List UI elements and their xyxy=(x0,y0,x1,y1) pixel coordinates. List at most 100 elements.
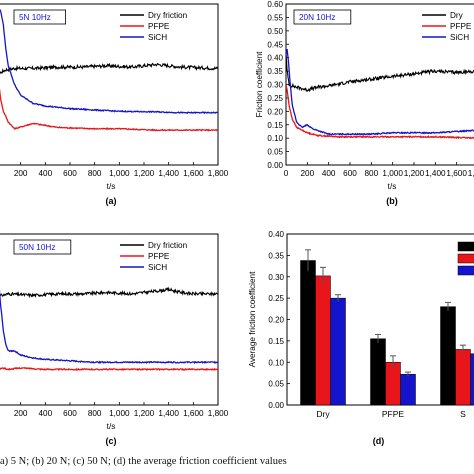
y-axis-label: Friction coefficient xyxy=(255,51,264,118)
plot-frame xyxy=(0,233,219,406)
figure-caption: a) 5 N; (b) 20 N; (c) 50 N; (d) the aver… xyxy=(0,456,287,467)
y-tick-label: 0.20 xyxy=(267,107,283,116)
bar xyxy=(370,338,386,406)
x-tick-label: 1,200 xyxy=(134,409,155,418)
x-tick-label: 1,400 xyxy=(158,409,179,418)
x-tick-label: 400 xyxy=(38,409,52,418)
x-tick-label: 1,800 xyxy=(208,169,229,178)
bar xyxy=(315,275,331,406)
x-axis-label: t/s xyxy=(107,182,116,191)
y-tick-label: 0.05 xyxy=(267,148,283,157)
series-line-pfpe xyxy=(286,84,474,140)
series-line-pfpe xyxy=(0,88,218,132)
x-tick-label: 200 xyxy=(14,409,28,418)
panel-d-chart: 0.00 0.05 0.10 0.15 0.20 0.25 0.30 0.35 0.40 Aver… xyxy=(248,230,474,446)
y-tick-label: 0.20 xyxy=(268,316,284,325)
legend-label: SiCH xyxy=(450,33,469,42)
legend-swatch xyxy=(457,265,474,276)
panel-label: (b) xyxy=(386,196,398,206)
x-tick-label: 1,200 xyxy=(404,169,425,178)
legend-label: Dry friction xyxy=(148,11,188,20)
series-line-dry xyxy=(286,53,474,92)
y-tick-label: 0.40 xyxy=(267,54,283,63)
x-tick-label: 1,800 xyxy=(208,409,229,418)
y-tick-label: 0.30 xyxy=(267,81,283,90)
panel-label: (d) xyxy=(373,436,385,446)
x-axis-label: t/s xyxy=(388,182,397,191)
x-tick-label: 1,200 xyxy=(134,169,155,178)
y-tick-label: 0.40 xyxy=(268,230,284,239)
x-tick-label: 800 xyxy=(88,409,102,418)
x-tick-label: 600 xyxy=(63,409,77,418)
x-tick-label: Dry xyxy=(316,409,330,419)
x-tick-label: 600 xyxy=(63,169,77,178)
legend-label: Dry friction xyxy=(148,241,188,250)
x-axis-label: t/s xyxy=(107,422,116,431)
plot-frame xyxy=(0,3,219,166)
y-tick-label: 0.50 xyxy=(267,27,283,36)
x-tick-label: 400 xyxy=(38,169,52,178)
x-tick-label: 200 xyxy=(300,169,314,178)
y-tick-label: 0.45 xyxy=(267,40,283,49)
legend-label: Dry xyxy=(450,11,464,20)
series-line-dry-friction xyxy=(0,286,218,299)
condition-box xyxy=(293,9,352,25)
x-tick-label: 400 xyxy=(322,169,336,178)
series-line-sich xyxy=(0,9,218,115)
y-tick-label: 0.55 xyxy=(267,13,283,22)
condition-box xyxy=(13,9,66,25)
legend-label: PFPE xyxy=(148,252,170,261)
y-tick-label: 0.15 xyxy=(267,121,283,130)
legend-label: PFPE xyxy=(450,22,472,31)
legend-label: PFPE xyxy=(148,22,170,31)
legend-label: SiCH xyxy=(148,33,167,42)
panel-label: (a) xyxy=(106,196,117,206)
x-tick-label: PFPE xyxy=(382,409,405,419)
series-line-pfpe xyxy=(0,366,218,372)
y-tick-label: 0.25 xyxy=(268,294,284,303)
bar xyxy=(470,353,474,406)
y-tick-label: 0.00 xyxy=(267,161,283,170)
legend-swatch xyxy=(457,241,474,252)
y-tick-label: 0.25 xyxy=(267,94,283,103)
y-tick-label: 0.30 xyxy=(268,273,284,282)
x-tick-label: 1,000 xyxy=(382,169,403,178)
bar xyxy=(400,373,416,406)
panel-a-chart: 200 400 600 800 1,000 1,200 1,400 1,600 1,800 t/s… xyxy=(0,3,229,206)
x-tick-label: 1,000 xyxy=(109,409,130,418)
legend-label: SiCH xyxy=(148,263,167,272)
x-tick-label: 1,400 xyxy=(425,169,446,178)
condition-label: 50N 10Hz xyxy=(19,243,55,252)
x-tick-label: 1,600 xyxy=(446,169,467,178)
x-tick-label: 800 xyxy=(88,169,102,178)
x-tick-label: 1,600 xyxy=(183,169,204,178)
condition-label: 20N 10Hz xyxy=(299,13,335,22)
x-tick-label: 200 xyxy=(14,169,28,178)
bar xyxy=(330,297,346,406)
series-line-sich xyxy=(286,48,474,136)
x-tick-label: 1,400 xyxy=(158,169,179,178)
x-tick-label: 1,600 xyxy=(183,409,204,418)
y-tick-label: 0.60 xyxy=(267,0,283,9)
y-tick-label: 0.05 xyxy=(268,380,284,389)
y-tick-label: 0.35 xyxy=(267,67,283,76)
legend-swatch xyxy=(457,253,474,264)
condition-box xyxy=(13,239,72,255)
series-line-dry-friction xyxy=(0,62,218,75)
y-axis-label: Average friction coefficient xyxy=(248,271,257,367)
y-tick-label: 0.00 xyxy=(268,401,284,410)
y-tick-label: 0.15 xyxy=(268,337,284,346)
bar xyxy=(440,306,456,406)
y-tick-label: 0.10 xyxy=(268,358,284,367)
y-tick-label: 0.35 xyxy=(268,251,284,260)
bar xyxy=(455,349,471,406)
panel-label: (c) xyxy=(106,436,117,446)
condition-label: 5N 10Hz xyxy=(19,13,51,22)
x-tick-label: 1,800 xyxy=(468,169,474,178)
series-line-sich xyxy=(0,289,218,365)
x-tick-label: S xyxy=(460,409,466,419)
bar xyxy=(300,260,316,406)
x-tick-label: 1,000 xyxy=(109,169,130,178)
